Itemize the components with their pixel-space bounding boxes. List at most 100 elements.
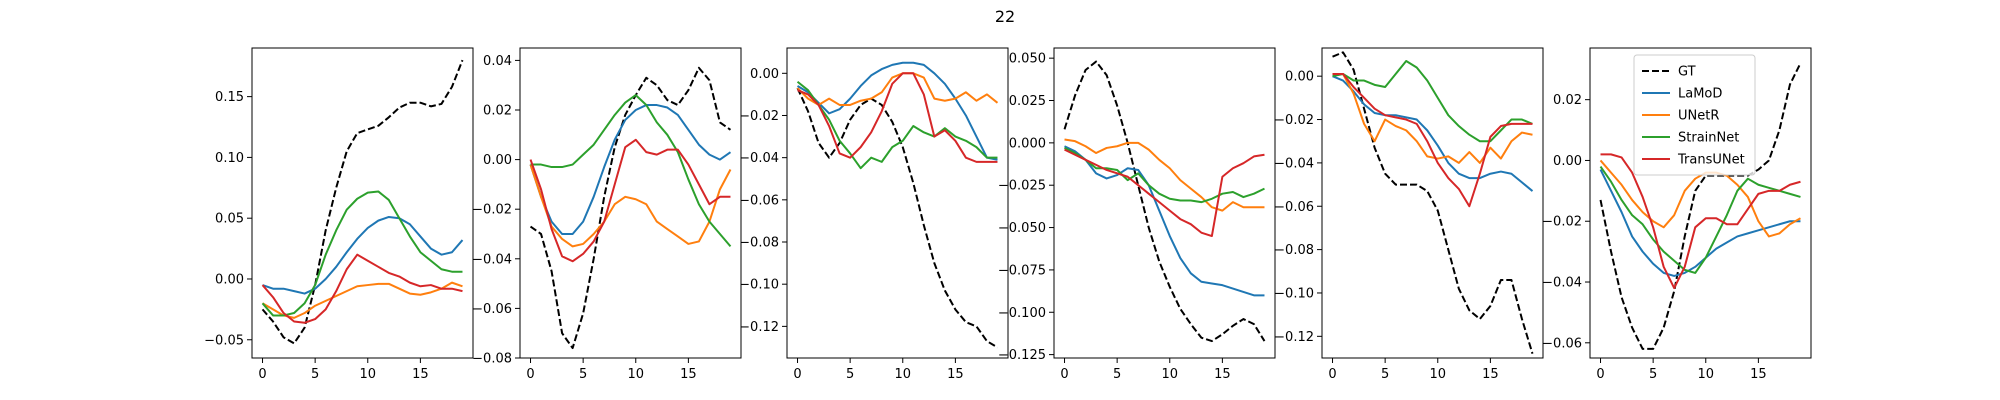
series-line-gt <box>261 59 464 345</box>
y-tick-label: −0.06 <box>1274 200 1314 215</box>
series-line-transunet <box>1600 153 1801 290</box>
series-line-transunet <box>261 253 463 324</box>
y-tick-label: −0.04 <box>739 151 779 166</box>
x-tick-label: 0 <box>793 367 801 382</box>
chart-panel-5: 0 5 10 15 −0.12 −0.10 −0.08 −0.06 −0.04 −0.02 0.00 <box>1274 47 1544 382</box>
legend-label: LaMoD <box>1678 87 1722 102</box>
y-tick-label: 0.025 <box>1009 94 1046 109</box>
series-line-unetr <box>262 281 463 319</box>
series-line-lamod <box>1332 75 1534 192</box>
series-line-unetr <box>1332 73 1533 164</box>
y-tick-label: −0.125 <box>998 348 1046 363</box>
y-tick-label: −0.10 <box>1274 286 1314 301</box>
x-tick-label: 15 <box>1214 367 1231 382</box>
chart-panel-3: 0 5 10 15 −0.12 −0.10 −0.08 −0.06 −0.04 −0.02 0.00 <box>739 47 1009 382</box>
series-line-unetr <box>529 164 732 248</box>
axes-frame <box>519 47 742 359</box>
y-tick-label: −0.06 <box>1542 336 1582 351</box>
chart-panel-4: 0 5 10 15 −0.125 −0.100 −0.075 −0.050 −0.025 0.00… <box>998 47 1276 382</box>
series-line-transunet <box>797 72 998 163</box>
series-lines <box>796 61 999 349</box>
legend-label: TransUNet <box>1677 153 1745 168</box>
y-tick-label: 0.00 <box>1285 70 1314 85</box>
x-tick-label: 0 <box>526 367 534 382</box>
y-tick-label: −0.08 <box>739 236 779 251</box>
y-tick-label: 0.05 <box>215 212 244 227</box>
y-tick-label: 0.04 <box>483 54 512 69</box>
series-line-gt <box>1599 62 1802 350</box>
y-tick-label: 0.00 <box>750 67 779 82</box>
series-line-strainnet <box>1064 147 1265 204</box>
x-tick-label: 5 <box>311 367 319 382</box>
figure-title: 22 <box>995 7 1015 26</box>
x-tick-label: 0 <box>1328 367 1336 382</box>
y-tick-label: −0.100 <box>998 306 1046 321</box>
x-tick-label: 5 <box>579 367 587 382</box>
y-tick-label: −0.06 <box>472 302 512 317</box>
series-line-lamod <box>529 104 732 235</box>
series-line-unetr <box>796 72 999 106</box>
x-tick-label: 15 <box>1482 367 1499 382</box>
x-tick-label: 5 <box>1649 367 1657 382</box>
x-tick-label: 5 <box>1381 367 1389 382</box>
y-tick-label: −0.06 <box>739 193 779 208</box>
x-tick-label: 15 <box>412 367 429 382</box>
series-line-gt <box>1063 60 1266 343</box>
axes-frame <box>1589 47 1812 359</box>
x-tick-label: 5 <box>846 367 854 382</box>
y-tick-label: 0.02 <box>483 104 512 119</box>
series-line-strainnet <box>1332 60 1533 143</box>
x-tick-label: 10 <box>1429 367 1446 382</box>
series-lines <box>261 59 464 345</box>
series-line-transunet <box>1332 73 1533 208</box>
series-line-gt <box>1332 51 1534 354</box>
y-tick-label: 0.00 <box>1553 154 1582 169</box>
y-tick-label: −0.12 <box>739 320 779 335</box>
y-tick-label: −0.08 <box>472 352 512 367</box>
series-line-lamod <box>797 61 998 161</box>
x-tick-label: 10 <box>359 367 376 382</box>
y-tick-label: 0.00 <box>215 272 244 287</box>
legend-box <box>1633 54 1756 176</box>
y-tick-label: 0.15 <box>215 90 244 105</box>
series-line-lamod <box>1599 169 1801 277</box>
x-tick-label: 15 <box>680 367 697 382</box>
series-line-strainnet <box>796 80 998 170</box>
y-tick-label: −0.05 <box>204 333 244 348</box>
legend-label: GT <box>1678 65 1696 80</box>
series-line-gt <box>529 66 732 350</box>
series-line-transunet <box>1064 148 1265 238</box>
legend-label: StrainNet <box>1678 131 1739 146</box>
y-tick-label: −0.04 <box>1542 276 1582 291</box>
y-tick-label: −0.02 <box>1542 215 1582 230</box>
axes-frame <box>1053 47 1276 359</box>
x-tick-label: 10 <box>894 367 911 382</box>
y-tick-label: −0.12 <box>1274 330 1314 345</box>
y-tick-label: −0.025 <box>998 179 1046 194</box>
legend-label: UNetR <box>1678 109 1719 124</box>
x-tick-label: 10 <box>1161 367 1178 382</box>
chart-panel-2: 0 5 10 15 −0.08 −0.06 −0.04 −0.02 0.00 0.02 0.04 <box>472 47 742 382</box>
x-tick-label: 15 <box>947 367 964 382</box>
series-line-lamod <box>262 215 464 295</box>
y-tick-label: −0.02 <box>472 203 512 218</box>
y-tick-label: −0.04 <box>472 252 512 267</box>
series-line-lamod <box>1064 145 1265 297</box>
chart-panel-6: 0 5 10 15 −0.06 −0.04 −0.02 0.00 0.02 <box>1542 47 1812 382</box>
series-line-strainnet <box>530 94 732 248</box>
x-tick-label: 5 <box>1113 367 1121 382</box>
y-tick-label: −0.050 <box>998 221 1046 236</box>
y-tick-label: −0.04 <box>1274 156 1314 171</box>
y-tick-label: −0.10 <box>739 278 779 293</box>
axes-frame <box>786 47 1009 359</box>
series-line-unetr <box>1064 138 1265 212</box>
y-tick-label: −0.08 <box>1274 243 1314 258</box>
series-line-gt <box>796 87 998 349</box>
chart-panel-1: 0 5 10 15 −0.05 0.00 0.05 0.10 0.15 <box>204 47 474 382</box>
x-tick-label: 15 <box>1750 367 1767 382</box>
series-lines <box>1063 60 1266 343</box>
series-lines <box>1332 51 1534 354</box>
series-line-unetr <box>1599 159 1801 238</box>
x-tick-label: 0 <box>1596 367 1604 382</box>
